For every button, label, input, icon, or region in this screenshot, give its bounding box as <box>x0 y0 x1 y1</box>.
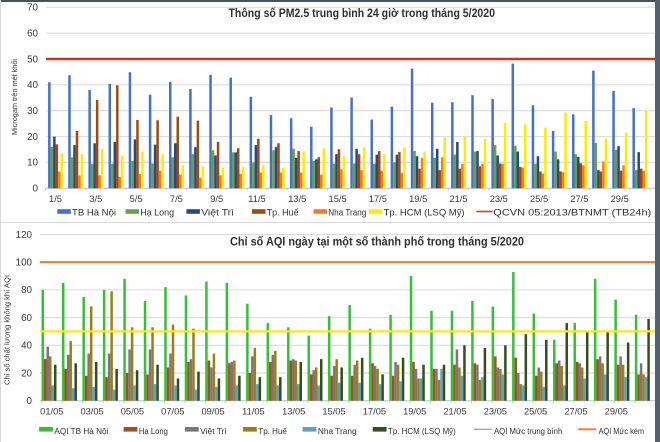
svg-text:15/05: 15/05 <box>322 407 345 417</box>
svg-text:QCVN 05:2013/BTNMT (TB24h): QCVN 05:2013/BTNMT (TB24h) <box>493 208 651 218</box>
svg-text:25/5: 25/5 <box>530 194 548 204</box>
svg-text:Hạ Long: Hạ Long <box>139 426 168 436</box>
svg-text:13/05: 13/05 <box>282 407 305 417</box>
svg-text:03/05: 03/05 <box>80 407 103 417</box>
svg-text:13/5: 13/5 <box>288 194 306 204</box>
svg-text:23/05: 23/05 <box>484 407 507 417</box>
svg-text:07/05: 07/05 <box>161 407 184 417</box>
svg-text:50: 50 <box>27 54 38 65</box>
svg-text:21/5: 21/5 <box>449 194 467 204</box>
svg-text:60: 60 <box>21 313 32 324</box>
svg-text:Nha Trang: Nha Trang <box>328 208 366 218</box>
svg-text:17/5: 17/5 <box>369 194 387 204</box>
svg-text:Tp. Huế: Tp. Huế <box>267 208 299 218</box>
svg-text:0: 0 <box>27 396 33 407</box>
svg-text:Việt Trì: Việt Trì <box>201 208 234 218</box>
svg-text:5/5: 5/5 <box>130 194 143 204</box>
svg-text:70: 70 <box>27 3 38 14</box>
svg-text:7/5: 7/5 <box>170 194 183 204</box>
svg-text:Việt Trì: Việt Trì <box>200 426 227 436</box>
svg-text:Hạ Long: Hạ Long <box>140 208 174 218</box>
svg-text:60: 60 <box>27 28 38 39</box>
svg-text:29/5: 29/5 <box>611 194 629 204</box>
svg-text:23/5: 23/5 <box>490 194 508 204</box>
svg-text:0: 0 <box>33 184 39 195</box>
svg-text:10: 10 <box>27 158 38 169</box>
svg-text:Tp. HCM (LSQ Mỹ): Tp. HCM (LSQ Mỹ) <box>384 208 465 218</box>
svg-text:80: 80 <box>21 285 32 296</box>
svg-text:15/5: 15/5 <box>329 194 347 204</box>
svg-text:09/05: 09/05 <box>201 407 224 417</box>
svg-text:17/05: 17/05 <box>363 407 386 417</box>
svg-text:29/05: 29/05 <box>605 407 628 417</box>
svg-text:AQI Mức kém: AQI Mức kém <box>599 426 644 436</box>
svg-text:05/05: 05/05 <box>121 407 144 417</box>
svg-text:30: 30 <box>27 106 38 117</box>
svg-text:9/5: 9/5 <box>210 194 223 204</box>
svg-text:25/05: 25/05 <box>524 407 547 417</box>
svg-text:21/05: 21/05 <box>443 407 466 417</box>
svg-text:19/5: 19/5 <box>409 194 427 204</box>
svg-text:120: 120 <box>16 230 33 241</box>
svg-text:Nha Trang: Nha Trang <box>318 426 357 436</box>
svg-text:Tp. Huế: Tp. Huế <box>258 426 287 436</box>
svg-text:Chỉ số AQI ngày tại một số thà: Chỉ số AQI ngày tại một số thành phố tro… <box>230 235 524 249</box>
svg-text:TB Hà Nội: TB Hà Nội <box>72 208 116 218</box>
svg-text:27/05: 27/05 <box>564 407 587 417</box>
svg-text:AQI TB Hà Nội: AQI TB Hà Nội <box>54 426 108 436</box>
svg-text:11/5: 11/5 <box>248 194 265 204</box>
svg-text:20: 20 <box>21 368 32 379</box>
svg-text:20: 20 <box>27 132 38 143</box>
svg-text:01/05: 01/05 <box>40 407 63 417</box>
svg-text:27/5: 27/5 <box>570 194 588 204</box>
svg-text:AQI Mức trung bình: AQI Mức trung bình <box>494 426 563 436</box>
svg-text:11/05: 11/05 <box>242 407 265 417</box>
svg-text:40: 40 <box>27 80 38 91</box>
svg-text:3/5: 3/5 <box>89 194 102 204</box>
svg-text:19/05: 19/05 <box>403 407 426 417</box>
svg-text:1/5: 1/5 <box>49 194 62 204</box>
svg-text:Chỉ số chất lượng không khí AQ: Chỉ số chất lượng không khí AQI <box>3 275 12 385</box>
svg-text:Microgam trên mét khối: Microgam trên mét khối <box>10 59 19 135</box>
svg-text:40: 40 <box>21 341 32 352</box>
svg-text:Thông số PM2.5 trung bình 24 g: Thông số PM2.5 trung bình 24 giờ trong t… <box>229 6 496 20</box>
svg-text:Tp. HCM (LSQ Mỹ): Tp. HCM (LSQ Mỹ) <box>388 426 456 436</box>
svg-text:100: 100 <box>16 258 33 269</box>
